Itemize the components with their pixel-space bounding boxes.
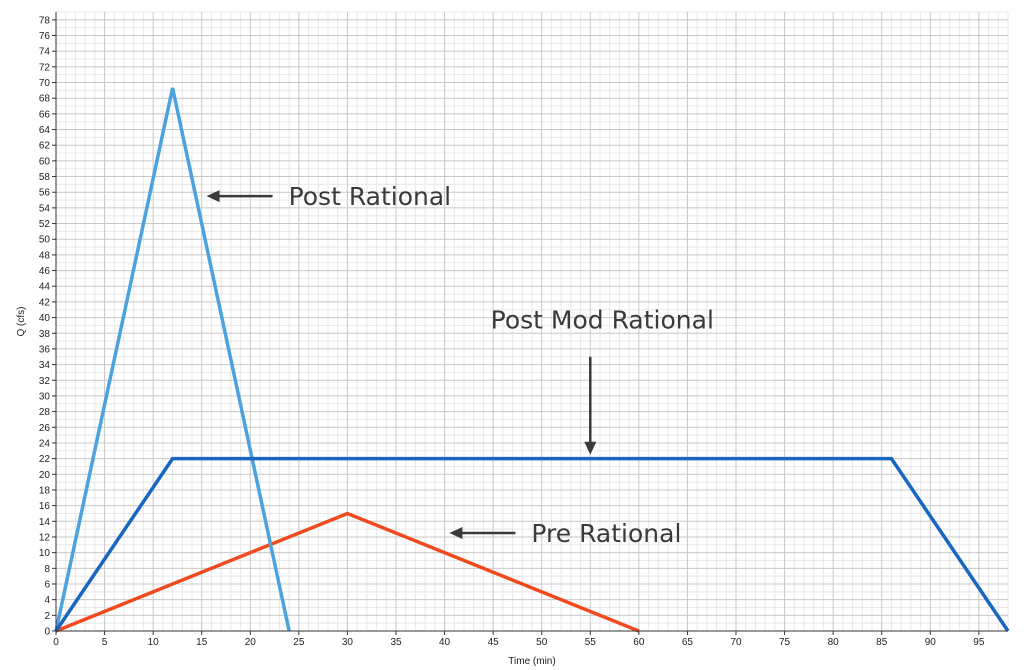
y-axis-title: Q (cfs) — [16, 307, 27, 337]
annotation-arrowhead — [584, 441, 597, 455]
y-tick-label: 46 — [39, 266, 51, 277]
y-tick-label: 68 — [39, 94, 51, 105]
y-tick-label: 34 — [39, 360, 51, 371]
x-tick-label: 30 — [342, 637, 354, 648]
y-tick-label: 56 — [39, 188, 51, 199]
x-tick-label: 65 — [682, 637, 694, 648]
y-tick-label: 28 — [39, 407, 51, 418]
y-tick-label: 22 — [39, 454, 51, 465]
y-tick-label: 40 — [39, 313, 51, 324]
y-tick-label: 18 — [39, 485, 51, 496]
y-tick-label: 0 — [44, 627, 50, 638]
annotation-1: Post Rational — [206, 182, 452, 211]
annotation-arrowhead — [449, 527, 463, 540]
x-tick-label: 85 — [876, 637, 888, 648]
series-layer — [54, 87, 1010, 633]
y-tick-label: 16 — [39, 501, 51, 512]
y-tick-label: 8 — [44, 564, 50, 575]
x-tick-label: 20 — [245, 637, 257, 648]
y-tick-label: 78 — [39, 15, 51, 26]
y-tick-label: 64 — [39, 125, 51, 136]
y-tick-label: 36 — [39, 344, 51, 355]
y-tick-label: 76 — [39, 31, 51, 42]
x-tick-label: 55 — [585, 637, 597, 648]
annotation-label: Post Mod Rational — [491, 306, 714, 335]
y-tick-label: 26 — [39, 423, 51, 434]
y-tick-label: 44 — [39, 282, 51, 293]
x-tick-label: 40 — [439, 637, 451, 648]
y-tick-label: 42 — [39, 297, 51, 308]
x-tick-label: 50 — [536, 637, 548, 648]
y-tick-label: 2 — [44, 611, 50, 622]
y-axis-ticks: 0246810121416182022242628303234363840424… — [39, 15, 56, 638]
y-tick-label: 30 — [39, 391, 51, 402]
x-tick-label: 45 — [488, 637, 500, 648]
x-tick-label: 70 — [730, 637, 742, 648]
y-tick-label: 72 — [39, 62, 51, 73]
x-tick-label: 95 — [973, 637, 985, 648]
x-tick-label: 35 — [390, 637, 402, 648]
axes — [55, 12, 1008, 632]
series-line-2 — [54, 87, 291, 632]
x-tick-label: 15 — [196, 637, 208, 648]
annotation-label: Post Rational — [289, 182, 452, 211]
y-tick-label: 54 — [39, 203, 51, 214]
y-tick-label: 10 — [39, 548, 51, 559]
annotation-layer: Post Rational Post Mod Rational Pre Ration… — [206, 182, 714, 548]
y-tick-label: 74 — [39, 47, 51, 58]
y-tick-label: 14 — [39, 517, 51, 528]
minor-grid — [56, 11, 1009, 631]
series-line-3 — [54, 456, 1010, 632]
x-axis-ticks: 0 5 10 15 20 25 30 35 40 45 50 55 60 65 70 75 80 85 90 95 — [53, 631, 985, 648]
series-line-1 — [55, 511, 640, 633]
x-axis-title: Time (min) — [508, 656, 555, 667]
y-tick-label: 48 — [39, 250, 51, 261]
x-tick-label: 10 — [148, 637, 160, 648]
x-tick-label: 60 — [633, 637, 645, 648]
y-tick-label: 4 — [44, 595, 50, 606]
x-tick-label: 90 — [925, 637, 937, 648]
y-tick-label: 20 — [39, 470, 51, 481]
y-tick-label: 66 — [39, 109, 51, 120]
y-tick-label: 38 — [39, 329, 51, 340]
y-tick-label: 52 — [39, 219, 51, 230]
x-tick-label: 25 — [293, 637, 305, 648]
y-tick-label: 60 — [39, 156, 51, 167]
y-tick-label: 24 — [39, 438, 51, 449]
annotation-arrowhead — [206, 190, 220, 203]
annotation-label: Pre Rational — [531, 519, 681, 548]
x-tick-label: 75 — [779, 637, 791, 648]
annotation-2: Post Mod Rational — [491, 306, 714, 455]
y-tick-label: 32 — [39, 376, 51, 387]
x-tick-label: 5 — [102, 637, 108, 648]
y-tick-label: 12 — [39, 532, 51, 543]
y-tick-label: 70 — [39, 78, 51, 89]
y-tick-label: 58 — [39, 172, 51, 183]
y-tick-label: 62 — [39, 141, 51, 152]
x-tick-label: 80 — [828, 637, 840, 648]
y-tick-label: 50 — [39, 235, 51, 246]
annotation-3: Pre Rational — [449, 519, 681, 548]
x-tick-label: 0 — [53, 637, 59, 648]
y-tick-label: 6 — [44, 579, 50, 590]
